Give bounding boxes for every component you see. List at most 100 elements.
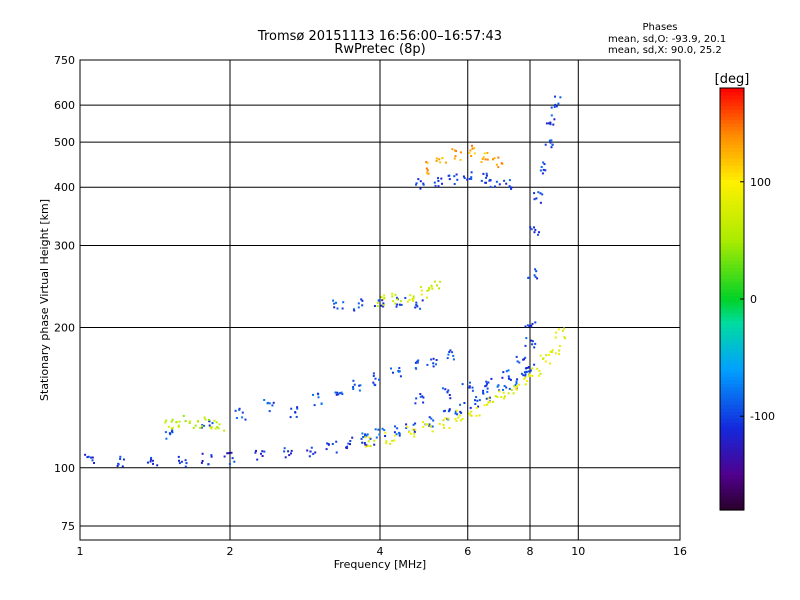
echo-point [531,340,534,343]
echo-point [208,418,210,421]
echo-point [413,432,416,435]
colorbar-segment [720,358,744,363]
echo-point [325,448,328,451]
echo-point [552,123,555,126]
echo-point [244,418,247,421]
colorbar-segment [720,186,744,191]
colorbar-segment [720,91,744,96]
echo-point [419,395,422,398]
echo-point [486,387,489,390]
echo-point [238,408,241,411]
echo-point [419,285,422,288]
colorbar-segment [720,228,744,233]
echo-point [420,293,423,296]
phases-o-stats: mean, sd,O: -93.9, 20.1 [608,34,726,45]
echo-point [537,191,540,194]
echo-point [435,359,438,361]
echo-point [397,370,400,373]
echo-point [377,428,380,431]
echo-point [507,375,510,378]
echo-point [170,430,173,433]
echo-point [360,437,363,440]
echo-point [309,450,312,453]
colorbar-segment [720,109,744,114]
echo-point [414,367,417,369]
echo-point [441,387,444,390]
echo-point [468,412,471,415]
echo-point [215,421,218,424]
echo-point [508,387,511,390]
echo-point [430,358,433,361]
echo-point [534,228,537,231]
echo-point [531,322,534,325]
echo-point [484,158,487,161]
echo-point [414,402,417,405]
echo-point [453,157,456,160]
echo-point [515,380,518,383]
echo-point [502,371,505,374]
echo-point [392,371,394,374]
echo-point [385,442,388,445]
colorbar-label: [deg] [715,72,750,87]
echo-point [339,392,342,395]
echo-point [260,452,262,455]
echo-point [525,337,528,340]
echo-point [376,305,379,308]
echo-point [516,385,518,388]
echo-point [461,417,464,420]
echo-point [554,352,557,355]
echo-point [415,303,418,306]
echo-point [361,441,364,444]
trace [164,414,226,432]
echo-point [308,455,311,458]
echo-point [241,416,244,419]
echo-point [289,416,292,419]
echo-point [430,285,433,288]
echo-point [395,296,398,299]
colorbar-segment [720,323,744,328]
echo-point [549,121,552,124]
echo-point [91,456,94,459]
plot-frame [79,59,681,541]
colorbar-segment [720,379,744,384]
echo-point [448,427,451,429]
echo-point [228,463,231,465]
echo-point [443,426,445,429]
echo-point [316,392,319,395]
echo-point [406,426,409,428]
echo-point [531,367,534,370]
colorbar-segment [720,351,744,356]
echo-point [283,450,286,453]
echo-point [554,336,557,339]
colorbar-segment [720,253,744,258]
colorbar-segment [720,281,744,286]
echo-point [470,414,473,417]
echo-point [510,389,513,391]
echo-point [449,397,452,400]
echo-point [516,360,519,363]
echo-point [336,391,339,394]
echo-point [471,147,474,150]
echo-point [508,179,511,182]
y-tick-label: 500 [54,136,75,149]
colorbar-segment [720,439,744,444]
echo-point [428,423,431,426]
trace [360,363,536,444]
colorbar-segment [720,334,744,339]
y-axis-label: Stationary phase Virtual Height [km] [38,199,51,401]
echo-point [188,420,191,423]
echo-point [178,420,181,423]
colorbar-segment [720,256,744,261]
echo-point [428,424,431,427]
echo-point [451,148,454,151]
echo-point [164,421,167,424]
echo-point [461,383,464,386]
colorbar-segment [720,105,744,110]
echo-point [182,414,185,417]
colorbar-segment [720,221,744,226]
echo-point [409,432,412,435]
colorbar-segment [720,263,744,268]
echo-point [524,373,527,376]
echo-point [549,362,552,365]
